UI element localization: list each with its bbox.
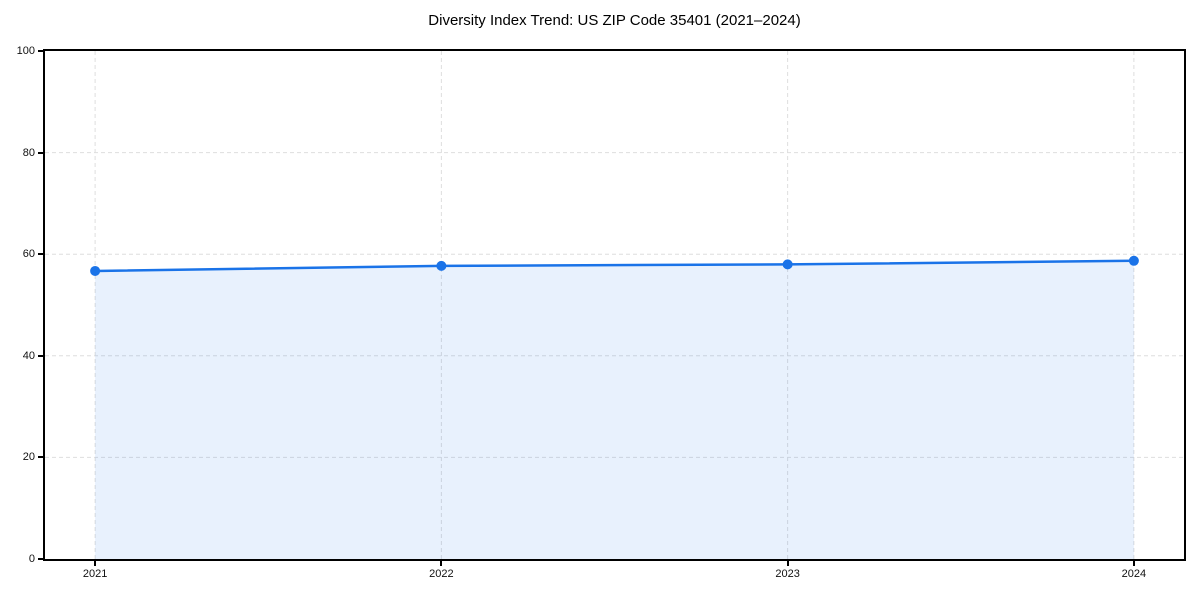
y-tick-mark xyxy=(38,253,43,256)
line-chart-canvas xyxy=(45,51,1184,559)
y-tick-label: 80 xyxy=(22,146,35,159)
x-tick-mark xyxy=(1132,561,1135,566)
y-tick-label: 60 xyxy=(22,248,35,261)
y-tick-mark xyxy=(38,456,43,459)
data-point-marker xyxy=(782,259,793,270)
data-point-marker xyxy=(436,260,447,271)
x-tick-mark xyxy=(440,561,443,566)
y-tick-mark xyxy=(38,558,43,560)
x-tick-label: 2022 xyxy=(429,568,454,580)
data-point-marker xyxy=(90,265,101,276)
x-tick-label: 2024 xyxy=(1121,568,1147,580)
y-tick-label: 40 xyxy=(22,349,35,362)
y-tick-label: 0 xyxy=(28,553,35,565)
y-tick-label: 20 xyxy=(22,451,35,464)
x-tick-label: 2023 xyxy=(775,568,800,580)
trend-line xyxy=(93,259,1136,273)
area-fill xyxy=(95,260,1134,559)
data-point-marker xyxy=(1128,255,1139,266)
x-tick-label: 2021 xyxy=(82,568,108,580)
y-tick-mark xyxy=(38,151,43,154)
y-tick-mark xyxy=(38,354,43,357)
y-tick-label: 100 xyxy=(16,45,35,57)
x-tick-mark xyxy=(94,561,97,566)
y-tick-mark xyxy=(38,50,43,52)
chart-title: Diversity Index Trend: US ZIP Code 35401… xyxy=(428,12,801,29)
plot-area xyxy=(43,49,1186,561)
x-tick-mark xyxy=(786,561,789,566)
